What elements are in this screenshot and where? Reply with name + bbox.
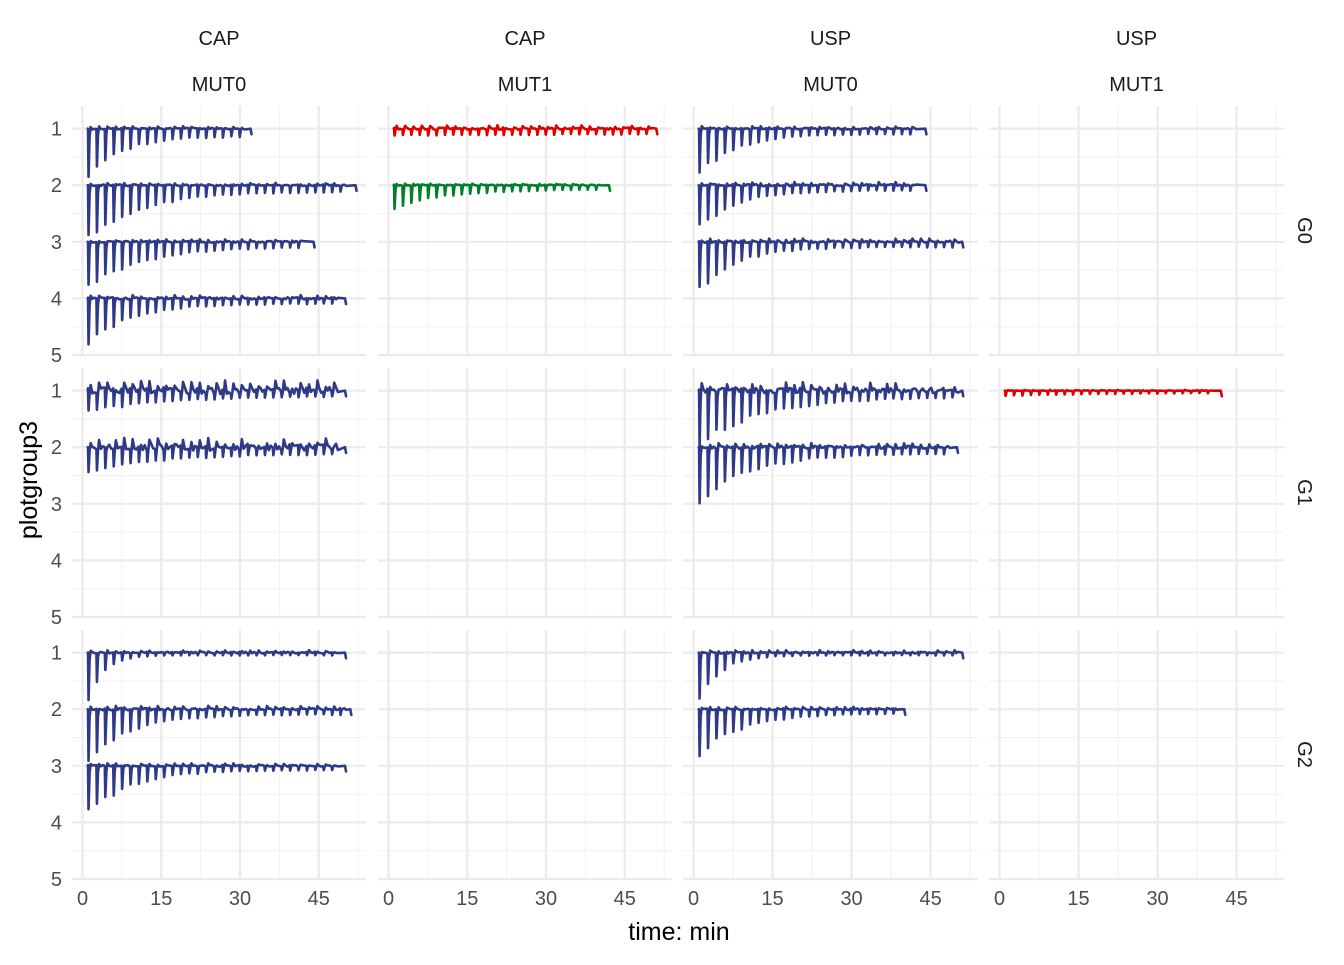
x-tick-label: 30 [229, 888, 251, 910]
y-tick-label: 2 [51, 175, 62, 197]
x-tick-label: 0 [77, 888, 88, 910]
x-tick-label: 0 [383, 888, 394, 910]
trace-r2-c2-b2 [697, 705, 907, 758]
panel-grid-r0-c3 [989, 106, 1284, 357]
trace-layer [86, 123, 1224, 811]
x-tick-label: 15 [150, 888, 172, 910]
x-tick-label: 45 [308, 888, 330, 910]
y-tick-label: 3 [51, 756, 62, 778]
x-tick-label: 30 [840, 888, 862, 910]
trace-r2-c0-b1 [86, 648, 348, 702]
trace-r1-c0-b1 [86, 379, 348, 412]
y-tick-label: 3 [51, 232, 62, 254]
facet-strip-bottom-label: MUT0 [803, 74, 857, 96]
trace-r0-c0-b3 [86, 238, 316, 286]
y-tick-label: 1 [51, 119, 62, 141]
trace-r0-c1-b2 [392, 182, 612, 211]
facet-strip-top-label: CAP [198, 28, 239, 50]
trace-r0-c2-b1 [697, 124, 928, 174]
x-tick-label: 15 [761, 888, 783, 910]
panel-grid-r1-c1 [378, 368, 672, 619]
facet-strip-bottom-label: MUT1 [1109, 74, 1163, 96]
trace-r1-c2-b1 [697, 380, 965, 449]
panel-grid-r2-c1 [378, 630, 672, 881]
facet-row-label: G1 [1293, 479, 1315, 506]
y-tick-label: 4 [51, 550, 62, 572]
x-tick-label: 30 [535, 888, 557, 910]
trace-r0-c2-b2 [697, 180, 928, 226]
trace-r0-c0-b4 [86, 293, 348, 346]
facet-strip-top-label: USP [1116, 28, 1157, 50]
y-tick-label: 4 [51, 812, 62, 834]
x-tick-label: 0 [994, 888, 1005, 910]
x-tick-label: 45 [1225, 888, 1247, 910]
panel-grid-r1-c2 [683, 368, 978, 619]
y-tick-label: 2 [51, 437, 62, 459]
y-tick-label: 2 [51, 699, 62, 721]
trace-r0-c1-b1 [392, 123, 659, 137]
panel-grid-r2-c2 [683, 630, 978, 881]
trace-r1-c2-b2 [697, 441, 960, 505]
x-tick-label: 0 [688, 888, 699, 910]
panel-grid-r0-c2 [683, 106, 978, 357]
y-tick-label: 3 [51, 494, 62, 516]
x-axis-title: time: min [628, 918, 729, 946]
panel-grid-r0-c1 [378, 106, 672, 357]
y-tick-label: 5 [51, 607, 62, 629]
trace-r1-c0-b2 [86, 436, 348, 474]
facet-strip-bottom-label: MUT1 [498, 74, 552, 96]
trace-r1-c3-b1 [1003, 388, 1224, 398]
y-axis-title: plotgroup3 [15, 421, 43, 539]
y-tick-label: 1 [51, 381, 62, 403]
panel-grid-r1-c0 [72, 368, 366, 619]
x-tick-label: 15 [456, 888, 478, 910]
y-tick-label: 5 [51, 869, 62, 891]
panel-grid-r1-c3 [989, 368, 1284, 619]
facet-strip-bottom-label: MUT0 [192, 74, 246, 96]
grid-layer [72, 106, 1284, 881]
trace-r2-c0-b3 [86, 762, 348, 811]
x-tick-label: 15 [1067, 888, 1089, 910]
y-tick-label: 4 [51, 288, 62, 310]
panel-grid-r0-c0 [72, 106, 366, 357]
x-tick-label: 30 [1146, 888, 1168, 910]
trace-r0-c0-b2 [86, 181, 358, 237]
facet-strip-top-label: USP [810, 28, 851, 50]
x-tick-label: 45 [614, 888, 636, 910]
trace-r0-c0-b1 [86, 124, 253, 179]
trace-r2-c0-b2 [86, 704, 353, 763]
facet-strip-top-label: CAP [504, 28, 545, 50]
y-tick-label: 5 [51, 345, 62, 367]
x-tick-label: 45 [919, 888, 941, 910]
panel-grid-r2-c3 [989, 630, 1284, 881]
trace-r0-c2-b3 [697, 237, 965, 289]
trace-r2-c2-b1 [697, 648, 965, 700]
label-layer: time: min plotgroup3 CAP MUT0 CAP MUT1 USP MU… [15, 28, 1315, 946]
facet-row-label: G2 [1293, 741, 1315, 768]
panel-grid-r2-c0 [72, 630, 366, 881]
facet-row-label: G0 [1293, 217, 1315, 244]
y-tick-label: 1 [51, 643, 62, 665]
